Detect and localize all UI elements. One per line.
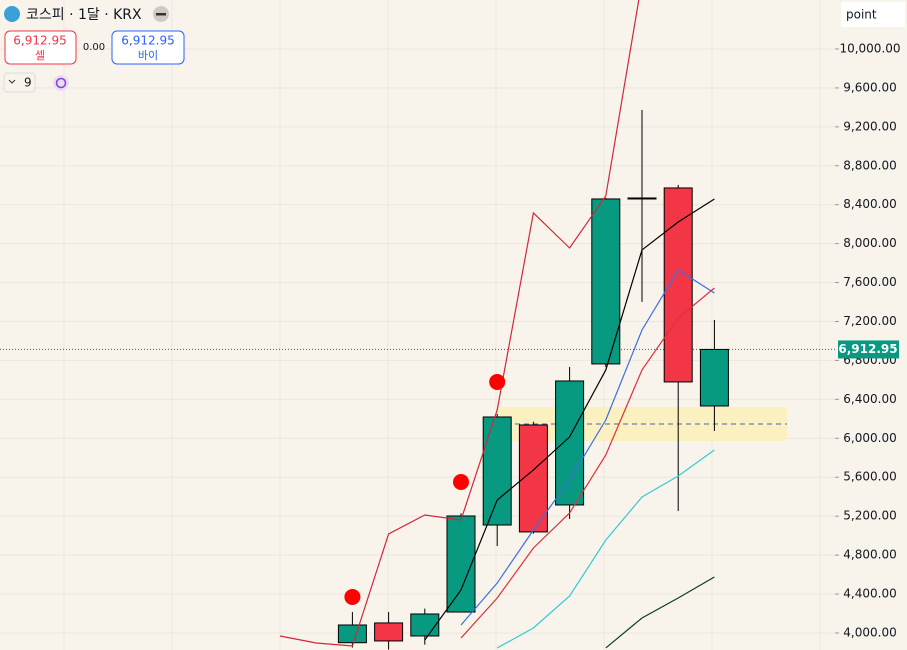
candle-body (374, 622, 404, 642)
search-box[interactable] (841, 2, 905, 27)
ma-line (424, 198, 715, 641)
refresh-button[interactable] (53, 75, 69, 91)
y-tick-label: 5,200.00 (843, 509, 896, 523)
signal-dot (453, 474, 469, 491)
sell-label: 셀 (35, 49, 45, 62)
y-tick-label: 10,000.00 (839, 41, 900, 55)
price-axis: 4,000.00 4,400.00 4,800.00 5,200.00 5,600.00… (835, 41, 901, 639)
sell-button[interactable] (4, 30, 77, 65)
search-text: point (846, 8, 877, 22)
y-tick-label: 8,000.00 (843, 236, 896, 250)
symbol-title: 코스피 · 1달 · KRX (26, 7, 142, 23)
y-tick-label: 6,000.00 (843, 431, 896, 445)
last-price-label: 6,912.95 (838, 342, 897, 356)
y-tick-label: 6,400.00 (843, 392, 896, 406)
refresh-icon (55, 77, 67, 89)
candle-body (627, 197, 657, 200)
ma-line (496, 449, 715, 649)
ma-line (460, 287, 715, 639)
candle-body (337, 624, 367, 644)
indicator-toggle[interactable] (3, 72, 36, 93)
candle-body (555, 380, 585, 506)
plot-area (0, 0, 835, 650)
candle-body (410, 613, 440, 637)
logo-icon (4, 6, 20, 22)
buy-price: 6,912.95 (121, 34, 174, 48)
collapse-icon (156, 13, 166, 16)
y-tick-label: 4,400.00 (843, 587, 896, 601)
buy-label: 바이 (138, 49, 158, 62)
candle-body (482, 416, 512, 526)
y-tick-label: 4,000.00 (843, 625, 896, 639)
candle-body (663, 187, 693, 383)
spread: 0.00 (83, 42, 105, 53)
grid (0, 0, 835, 650)
signal-dot (489, 373, 506, 390)
indicator-count: 9 (24, 76, 32, 90)
candle-body (591, 198, 621, 365)
last-price-badge (838, 340, 899, 359)
sell-price: 6,912.95 (13, 34, 66, 48)
y-tick-label: 9,600.00 (843, 80, 896, 94)
candle-body (699, 348, 729, 407)
y-tick-label: 7,600.00 (843, 275, 896, 289)
y-tick-label: 9,200.00 (843, 119, 896, 133)
chevron-icon (8, 79, 16, 84)
y-tick-label: 4,800.00 (843, 548, 896, 562)
ma-line (605, 576, 715, 649)
signal-dot (344, 588, 361, 605)
y-tick-label: 8,800.00 (843, 158, 896, 172)
ma-line (279, 0, 640, 647)
candle-body (446, 515, 476, 613)
y-tick-label: 8,400.00 (843, 197, 896, 211)
ma-line (460, 269, 715, 626)
y-tick-label: 7,200.00 (843, 314, 896, 328)
y-tick-label: 5,600.00 (843, 470, 896, 484)
buy-button[interactable] (111, 30, 185, 65)
candle-body (518, 424, 548, 533)
